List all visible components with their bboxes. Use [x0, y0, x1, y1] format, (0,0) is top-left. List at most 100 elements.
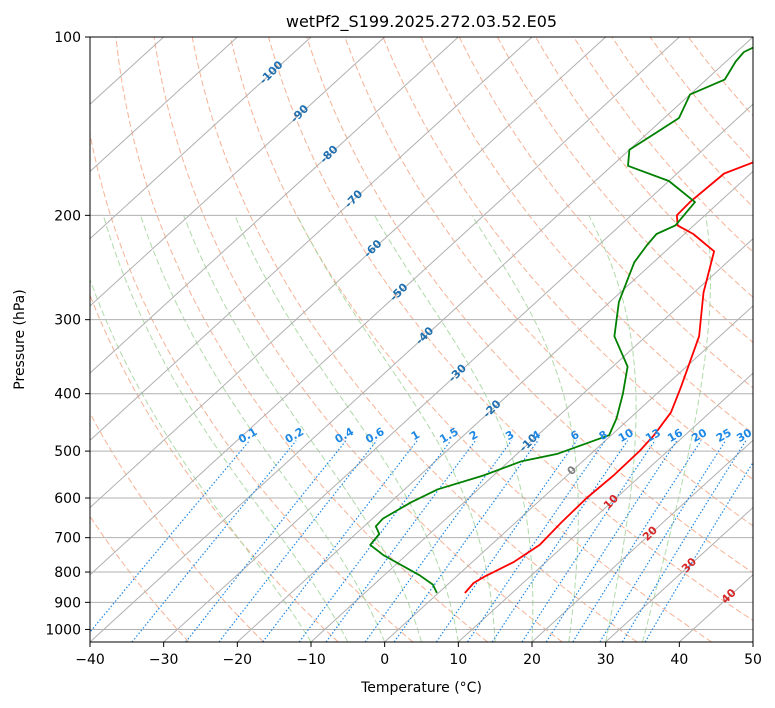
dry-adiabat-line — [344, 37, 753, 527]
plot-area: -100-90-80-70-60-50-40-30-20-10010203040… — [90, 37, 775, 642]
y-tick-label: 700 — [54, 531, 81, 547]
dry-adiabat-line — [153, 37, 563, 642]
isotherm-line — [457, 372, 753, 642]
mixing-ratio-line — [325, 440, 476, 642]
mixing-ratio-label: 16 — [665, 426, 685, 445]
mixing-ratio-line — [621, 440, 747, 642]
isotherm-line — [236, 170, 753, 642]
isotherm-gridlines — [90, 37, 753, 642]
mixing-ratio-line — [185, 440, 347, 642]
dry-adiabat-line — [115, 37, 488, 642]
isotherm-line — [90, 37, 680, 576]
x-tick-label: 0 — [380, 652, 389, 668]
isotherm-line — [90, 37, 312, 240]
isotherm-line — [90, 37, 386, 307]
isotherm-line — [90, 37, 753, 642]
mixing-ratio-lines — [90, 440, 753, 642]
mixing-ratio-line — [521, 440, 656, 642]
x-tick-label: 30 — [597, 652, 615, 668]
mixing-ratio-label: 0.1 — [236, 425, 259, 446]
y-tick-label: 100 — [54, 30, 81, 46]
isotherm-line — [90, 37, 607, 509]
x-tick-label: −30 — [149, 652, 179, 668]
isotherm-line — [384, 305, 753, 642]
x-tick-label: −40 — [75, 652, 105, 668]
mixing-ratio-labels: 0.1 0.2 0.4 0.6 1 1.5 2 3 4 6 8 10 13 16 20 25 30 36 — [236, 425, 775, 446]
y-axis-label: Pressure (hPa) — [12, 289, 28, 389]
mixing-ratio-label: 6 — [568, 428, 581, 443]
isotherm-line — [90, 37, 459, 374]
isotherm-line — [531, 439, 753, 642]
isotherm-line — [752, 641, 753, 642]
moist-adiabat-line — [102, 215, 349, 642]
mixing-ratio-label: 10 — [616, 426, 636, 445]
y-tick-label: 900 — [54, 595, 81, 611]
dry-adiabat-line — [573, 37, 753, 253]
mixing-ratio-label: 2 — [467, 428, 480, 443]
plot-frame — [89, 36, 754, 643]
moist-adiabat-line — [588, 215, 637, 642]
moist-adiabat-line — [642, 215, 711, 642]
dry-adiabat-line — [687, 37, 753, 117]
mixing-ratio-line — [491, 440, 629, 642]
moist-adiabats — [90, 215, 711, 642]
x-tick-label: 40 — [670, 652, 688, 668]
dry-adiabat-line — [649, 37, 753, 163]
x-tick-label: 20 — [523, 652, 541, 668]
pressure-gridlines — [90, 37, 753, 630]
mixing-ratio-label: 0.4 — [333, 425, 357, 446]
isotherm-line — [163, 103, 753, 642]
mixing-ratio-label: 3 — [503, 428, 516, 443]
isotherm-label: -100 — [257, 58, 286, 87]
dry-adiabat-line — [90, 293, 339, 642]
isotherm-line — [605, 506, 753, 642]
x-axis-ticks: −40 −30 −20 −10 0 10 20 30 40 50 — [75, 642, 762, 668]
y-axis-ticks: 100 200 300 400 500 600 700 800 900 1000 — [45, 30, 90, 638]
mixing-ratio-label: 1.5 — [437, 425, 460, 446]
mixing-ratio-line — [466, 440, 606, 642]
mixing-ratio-line — [572, 440, 702, 642]
x-tick-label: 50 — [744, 652, 762, 668]
x-tick-label: −20 — [223, 652, 253, 668]
y-tick-label: 800 — [54, 565, 81, 581]
mixing-ratio-line — [298, 440, 452, 642]
y-tick-label: 1000 — [45, 622, 81, 638]
mixing-ratio-label: 0.6 — [363, 425, 387, 446]
mixing-ratio-label: 1 — [409, 428, 422, 443]
x-axis-label: Temperature (°C) — [360, 680, 482, 696]
dry-adiabat-line — [90, 412, 264, 642]
isotherm-line — [90, 37, 533, 442]
moist-adiabat-line — [140, 215, 386, 642]
mixing-ratio-line — [218, 440, 378, 642]
dry-adiabat-line — [191, 37, 638, 642]
isotherm-line — [90, 37, 238, 173]
mixing-ratio-line — [545, 440, 678, 642]
moist-adiabat-line — [374, 215, 534, 642]
y-tick-label: 500 — [54, 444, 81, 460]
dry-adiabat-line — [535, 37, 753, 298]
moist-adiabat-line — [183, 215, 422, 642]
dry-adiabat-line — [496, 37, 753, 344]
dry-adiabats — [90, 37, 753, 642]
mixing-ratio-line — [364, 440, 512, 642]
x-tick-label: 10 — [449, 652, 467, 668]
mixing-ratio-label: 30 — [734, 426, 754, 445]
temperature-profile-line — [464, 161, 753, 594]
mixing-ratio-line — [393, 440, 539, 642]
dry-adiabat-line — [458, 37, 753, 389]
mixing-ratio-line — [435, 440, 578, 642]
chart-title: wetPf2_S199.2025.272.03.52.E05 — [286, 12, 557, 32]
y-tick-label: 400 — [54, 387, 81, 403]
mixing-ratio-line — [131, 440, 297, 642]
mixing-ratio-line — [644, 461, 753, 642]
dry-adiabat-line — [90, 131, 414, 642]
mixing-ratio-label: 25 — [714, 426, 734, 445]
y-tick-label: 200 — [54, 208, 81, 224]
moist-adiabat-line — [90, 278, 312, 642]
mixing-ratio-line — [599, 440, 727, 642]
mixing-ratio-label: 36 — [755, 426, 775, 445]
dry-adiabat-line — [306, 37, 753, 574]
mixing-ratio-label: 13 — [643, 426, 663, 445]
